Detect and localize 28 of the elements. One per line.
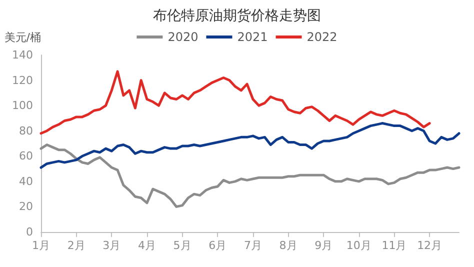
- line-series: [40, 70, 431, 135]
- x-tick-label: 9月: [314, 239, 333, 252]
- legend-label: 2022: [306, 30, 338, 44]
- y-tick-label: 0: [26, 226, 33, 238]
- x-tick-label: 8月: [279, 239, 298, 252]
- x-tick-label: 1月: [32, 239, 50, 252]
- x-tick-label: 3月: [102, 239, 121, 252]
- x-tick-label: 5月: [173, 239, 192, 252]
- x-tick-label: 6月: [208, 239, 227, 252]
- line-series: [40, 144, 460, 208]
- x-tick-label: 11月: [382, 239, 407, 252]
- x-tick-label: 7月: [244, 239, 262, 252]
- x-tick-label: 12月: [417, 239, 442, 252]
- y-tick-label: 20: [19, 200, 33, 214]
- y-tick-label: 60: [19, 150, 33, 163]
- y-tick-label: 140: [12, 48, 33, 62]
- legend-label: 2020: [168, 30, 198, 44]
- y-tick-label: 100: [12, 99, 33, 112]
- y-tick-label: 80: [19, 124, 33, 138]
- y-tick-label: 120: [12, 74, 33, 87]
- x-tick-label: 10月: [346, 239, 372, 252]
- legend-label: 2021: [237, 30, 268, 44]
- chart-title: 布伦特原油期货价格走势图: [153, 8, 321, 24]
- line-series: [40, 122, 460, 169]
- y-axis-title: 美元/桶: [4, 31, 41, 44]
- y-tick-label: 40: [19, 174, 33, 188]
- x-tick-label: 2月: [67, 239, 86, 252]
- x-tick-label: 4月: [138, 239, 156, 252]
